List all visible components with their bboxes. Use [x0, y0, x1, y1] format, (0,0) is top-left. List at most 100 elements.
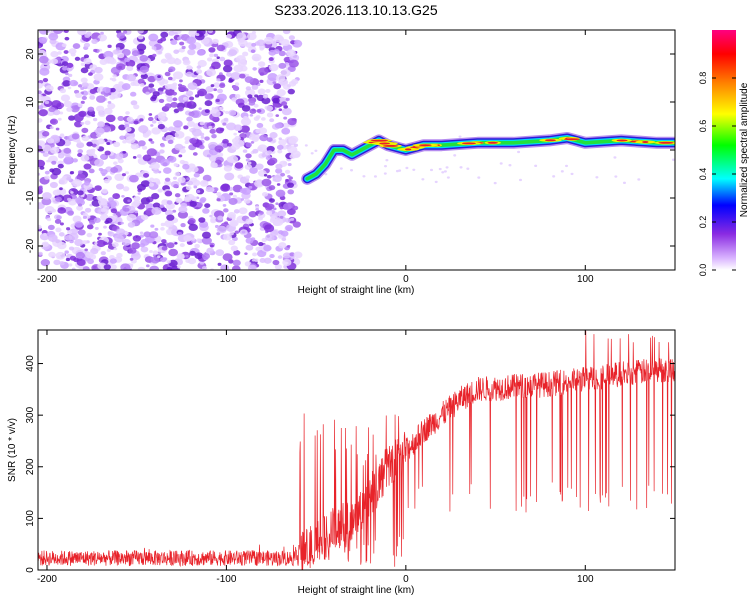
noise-blob [38, 224, 42, 230]
noise-blob [288, 35, 295, 41]
noise-blob [81, 95, 88, 100]
noise-blob [248, 185, 253, 189]
noise-blob [263, 173, 268, 177]
noise-blob [124, 126, 132, 132]
noise-blob [59, 187, 63, 191]
noise-blob [193, 185, 198, 189]
noise-blob [228, 155, 239, 164]
noise-blob [438, 167, 442, 171]
noise-blob [51, 160, 57, 165]
noise-blob [148, 182, 155, 187]
noise-blob [136, 183, 146, 191]
noise-blob [189, 250, 196, 256]
noise-blob [223, 117, 229, 122]
noise-blob [157, 123, 165, 130]
noise-blob [55, 127, 60, 131]
noise-blob [38, 186, 43, 191]
noise-blob [137, 140, 146, 147]
noise-blob [258, 127, 268, 135]
noise-blob [267, 73, 278, 82]
noise-blob [83, 58, 92, 65]
noise-blob [199, 121, 205, 126]
noise-blob [637, 178, 641, 181]
noise-blob [278, 137, 283, 141]
noise-blob [499, 162, 503, 165]
noise-blob [275, 114, 280, 117]
noise-blob [223, 59, 233, 67]
noise-blob [166, 200, 173, 205]
spectrogram-x-tick-label: 0 [403, 274, 409, 285]
noise-blob [49, 168, 55, 173]
noise-blob [118, 124, 126, 131]
noise-blob [222, 253, 233, 261]
noise-blob [185, 90, 194, 97]
noise-blob [210, 218, 217, 224]
noise-blob [149, 249, 153, 253]
noise-blob [281, 237, 287, 242]
noise-blob [466, 167, 470, 170]
spectrogram-x-label: Height of straight line (km) [298, 285, 415, 296]
noise-blob [244, 76, 254, 83]
noise-blob [97, 198, 108, 206]
noise-blob [570, 172, 574, 176]
noise-blob [196, 65, 202, 69]
noise-blob [188, 96, 195, 101]
noise-blob [160, 31, 169, 38]
noise-blob [199, 198, 206, 204]
noise-blob [75, 197, 84, 204]
noise-blob [109, 254, 115, 260]
noise-blob [156, 181, 161, 185]
noise-blob [139, 231, 144, 235]
noise-blob [85, 193, 95, 201]
noise-blob [91, 114, 96, 118]
noise-blob [168, 66, 176, 72]
noise-blob [94, 159, 104, 167]
noise-blob [170, 39, 178, 45]
noise-blob [131, 201, 140, 208]
noise-blob [245, 86, 252, 91]
noise-blob [383, 172, 387, 175]
noise-blob [279, 215, 284, 219]
noise-blob [133, 120, 139, 125]
noise-blob [179, 41, 185, 46]
noise-blob [87, 258, 94, 265]
noise-blob [161, 207, 167, 212]
noise-blob [142, 173, 150, 178]
noise-blob [42, 78, 49, 83]
noise-blob [110, 166, 119, 174]
noise-blob [112, 213, 117, 217]
noise-blob [63, 100, 73, 108]
noise-blob [121, 238, 131, 246]
noise-blob [48, 106, 56, 113]
noise-blob [40, 259, 50, 267]
noise-blob [176, 253, 185, 260]
noise-blob [130, 100, 138, 106]
noise-blob [68, 246, 75, 251]
noise-blob [47, 234, 58, 242]
noise-blob [285, 178, 289, 182]
noise-blob [166, 96, 174, 103]
noise-blob [49, 181, 58, 189]
noise-blob [256, 108, 262, 113]
noise-blob [38, 109, 48, 117]
noise-blob [158, 98, 165, 104]
noise-blob [230, 71, 241, 80]
noise-blob [259, 257, 266, 263]
noise-blob [164, 83, 173, 90]
noise-blob [174, 171, 181, 177]
noise-blob [132, 235, 142, 242]
noise-blob [157, 115, 166, 121]
noise-blob [493, 181, 497, 185]
noise-blob [245, 153, 252, 159]
noise-blob [121, 48, 131, 56]
noise-blob [287, 174, 291, 178]
noise-blob [151, 46, 157, 50]
noise-blob [256, 122, 264, 129]
noise-blob [59, 261, 65, 266]
noise-blob [166, 242, 175, 249]
noise-blob [446, 176, 450, 179]
noise-blob [38, 105, 44, 110]
noise-blob [441, 171, 445, 174]
noise-blob [228, 79, 233, 83]
noise-blob [256, 39, 266, 47]
